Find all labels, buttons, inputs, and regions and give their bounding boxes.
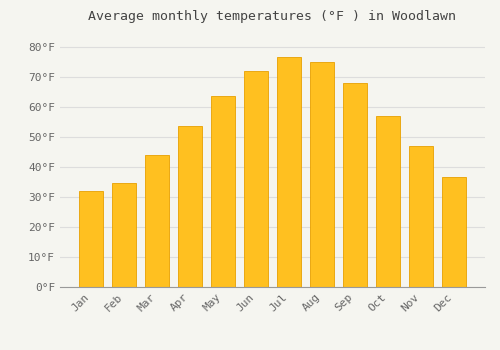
- Bar: [376, 116, 400, 287]
- Title: Average monthly temperatures (°F ) in Woodlawn: Average monthly temperatures (°F ) in Wo…: [88, 10, 456, 23]
- Bar: [112, 183, 136, 287]
- Bar: [277, 57, 301, 287]
- Bar: [310, 62, 334, 287]
- Bar: [409, 146, 432, 287]
- Bar: [442, 177, 466, 287]
- Bar: [343, 83, 367, 287]
- Bar: [80, 191, 103, 287]
- Bar: [146, 155, 169, 287]
- Bar: [178, 126, 202, 287]
- Bar: [211, 96, 235, 287]
- Bar: [244, 71, 268, 287]
